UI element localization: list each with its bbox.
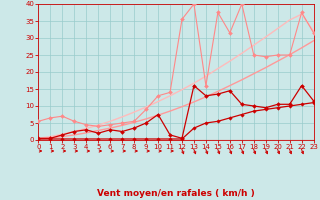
Text: Vent moyen/en rafales ( km/h ): Vent moyen/en rafales ( km/h ) xyxy=(97,189,255,198)
